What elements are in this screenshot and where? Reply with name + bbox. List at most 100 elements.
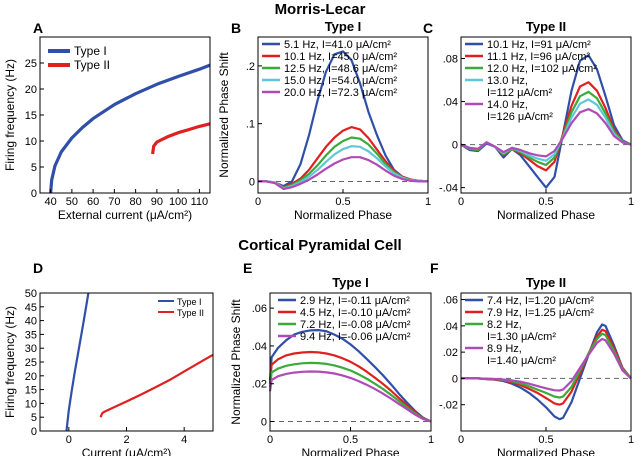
panel-a-xlabel: External current (μA/cm²) [58,208,192,222]
panel-d-ytick-label-0: 0 [31,426,37,438]
panel-c-ytick-label-1: 0 [452,140,458,152]
panel-a: A 40 50 60 70 80 90 100 110 0 5 10 15 20 25 External cu… [3,20,211,222]
panel-a-legend-label-1: Type I [74,44,107,58]
panel-c-legend-label-4-line-2: I=112 μA/cm² [487,87,552,99]
panel-c-xtick-label-2: 1 [628,196,634,208]
panel-e-xtick-label-2: 1 [428,434,434,446]
panel-a-ytick-label-2: 10 [25,136,37,148]
panel-f-xtick-label-1: 0.5 [538,434,553,446]
panel-c-ytick-label-0: -.04 [439,183,458,195]
panel-a-series-2 [151,122,211,155]
panel-a-ytick-label-0: 0 [31,188,37,200]
panel-a-xtick-label-0: 40 [45,196,57,208]
panel-a-legend-label-2: Type II [74,58,110,72]
panel-d-ytick-label-1: 5 [31,412,37,424]
panel-b-legend-label-4: 15.0 Hz, I=54.0 μA/cm² [284,75,397,87]
panel-c-xtick-label-0: 0 [458,196,464,208]
panel-e-ytick-label-1: .02 [252,379,267,391]
panel-a-xtick-label-5: 90 [151,196,163,208]
panel-f: F Type II 0 0.5 1 -.02 0 .02 .04 .06 Normalized Ph… [430,260,634,456]
panel-c-xtick-label-1: 0.5 [538,196,553,208]
panel-f-letter: F [430,260,439,276]
panel-a-letter: A [33,20,43,36]
panel-d-series-1 [65,292,90,432]
panel-d-series-2 [99,353,214,418]
panel-e-xtick-label-1: 0.5 [343,434,358,446]
panel-d-xlabel: Current (μA/cm²) [82,446,172,456]
panel-a-xtick-label-1: 50 [66,196,78,208]
panel-d-ytick-label-6: 30 [25,343,37,355]
panel-b: B Type I 0 0.5 1 0 .1 .2 Normalized Phase Normali… [217,19,431,222]
panel-e-letter: E [243,260,252,276]
panel-b-ytick-label-0: 0 [249,176,255,188]
panel-a-xtick-label-2: 60 [87,196,99,208]
panel-c-letter: C [423,20,433,36]
panel-f-ytick-label-4: .06 [443,295,458,307]
panel-f-ytick-label-3: .04 [443,321,458,333]
panel-a-ytick-label-1: 5 [31,162,37,174]
panel-b-title: Type I [325,19,362,34]
section-title-cortical-pyramidal-cell: Cortical Pyramidal Cell [238,237,401,254]
panel-d-legend-label-1: Type I [177,297,202,307]
panel-b-xtick-label-1: 0.5 [335,196,350,208]
panel-f-ytick-label-0: -.02 [439,400,458,412]
panel-b-ytick-label-2: .2 [246,61,255,73]
panel-c-title: Type II [526,19,566,34]
panel-b-series-3 [258,136,429,189]
panel-a-frame [39,36,211,194]
panel-f-legend-label-3-line-2: I=1.30 μA/cm² [487,331,556,343]
panel-d-ytick-label-5: 25 [25,357,37,369]
panel-a-xtick-label-7: 110 [191,196,209,208]
panel-b-xtick-label-2: 1 [425,196,431,208]
panel-b-series-4 [258,145,429,190]
panel-a-xtick-label-6: 100 [169,196,187,208]
panel-d-ytick-label-3: 15 [25,385,37,397]
panel-d-ylabel: Firing frequency (Hz) [3,306,17,418]
panel-c-legend-label-2: 11.1 Hz, I=96 μA/cm² [487,51,590,63]
panel-e-ytick-label-0: 0 [261,417,267,429]
panel-f-ytick-label-2: .02 [443,347,458,359]
panel-e-legend-label-4: 9.4 Hz, I=-0.06 μA/cm² [300,331,411,343]
panel-c-series-5 [460,107,632,158]
panel-f-legend-label-2: 7.9 Hz, I=1.25 μA/cm² [487,307,594,319]
panel-f-legend-label-4-line-2: I=1.40 μA/cm² [487,355,556,367]
panel-d-ytick-label-10: 50 [25,288,37,300]
panel-d-ytick-label-2: 10 [25,398,37,410]
panel-e-legend-label-2: 4.5 Hz, I=-0.10 μA/cm² [300,307,411,319]
panel-f-series-4 [461,337,632,392]
panel-d-xtick-label-2: 4 [181,434,187,446]
panel-d-ytick-label-8: 40 [25,316,37,328]
panel-e-xtick-label-0: 0 [267,434,273,446]
panel-f-xtick-label-2: 1 [628,434,634,446]
panel-b-xtick-label-0: 0 [255,196,261,208]
panel-c-legend-label-1: 10.1 Hz, I=91 μA/cm² [487,39,591,51]
panel-e-series-2 [268,350,432,423]
panel-a-ylabel: Firing frequency (Hz) [3,59,17,171]
panel-a-xtick-label-4: 80 [130,196,142,208]
panel-f-legend-label-3: 8.2 Hz, [487,319,522,331]
panel-d-ytick-label-4: 20 [25,371,37,383]
panel-b-legend-label-3: 12.5 Hz, I=48.6 μA/cm² [284,63,397,75]
panel-e-legend-label-3: 7.2 Hz, I=-0.08 μA/cm² [300,319,411,331]
panel-a-ytick-label-4: 20 [25,84,37,96]
panel-d-xtick-label-0: 0 [66,434,72,446]
panel-a-ytick-label-3: 15 [25,110,37,122]
panel-e: E Type I 0 0.5 1 0 .02 .04 .06 Normalized Phase No… [229,260,434,456]
panel-b-series-5 [258,156,428,191]
panel-f-xlabel: Normalized Phase [497,446,595,456]
panel-b-xlabel: Normalized Phase [294,208,392,222]
panel-a-ytick-label-5: 25 [25,58,37,70]
panel-f-xtick-label-0: 0 [458,434,464,446]
panel-d-xtick-label-1: 2 [123,434,129,446]
panel-e-series-3 [268,361,432,423]
panel-b-legend-label-1: 5.1 Hz, I=41.0 μA/cm² [284,39,391,51]
panel-c-legend-label-5: 14.0 Hz, [487,99,528,111]
